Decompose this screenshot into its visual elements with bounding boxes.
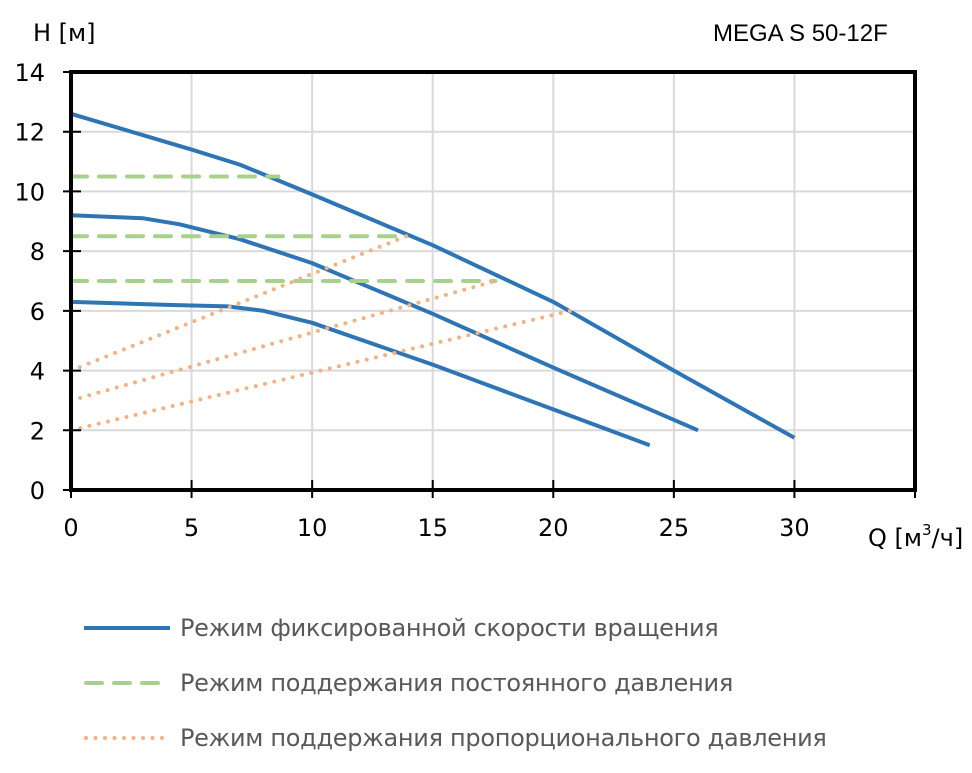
- legend-swatch-dotted-line-icon: [84, 735, 170, 740]
- x-axis-label-prefix: Q [м: [868, 524, 922, 552]
- x-tick-label: 15: [417, 514, 448, 542]
- legend: Режим фиксированной скорости вращения Ре…: [84, 600, 827, 765]
- y-tick-label: 14: [14, 59, 45, 87]
- axes: [63, 70, 917, 498]
- x-axis-label: Q [м3/ч]: [868, 521, 964, 552]
- y-tick-label: 4: [30, 358, 45, 386]
- legend-label: Режим фиксированной скорости вращения: [180, 613, 719, 642]
- series-line-proportional-pressure: [69, 234, 409, 373]
- x-tick-label: 25: [659, 514, 690, 542]
- legend-item-fixed-speed: Режим фиксированной скорости вращения: [84, 600, 827, 655]
- x-tick-label: 0: [63, 514, 78, 542]
- x-tick-label: 20: [538, 514, 569, 542]
- y-tick-label: 0: [30, 477, 45, 505]
- tick-labels: 0 5 10 15 20 25 30 0 2 4 6 8 10 12 14: [14, 59, 809, 542]
- legend-label: Режим поддержания постоянного давления: [180, 668, 733, 697]
- x-axis-label-sup: 3: [922, 521, 932, 539]
- series-line-fixed-speed: [70, 213, 699, 433]
- x-tick-label: 30: [779, 514, 810, 542]
- data-series: [69, 111, 796, 448]
- series-line-fixed-speed: [70, 111, 796, 440]
- series-line-proportional-pressure: [69, 308, 573, 433]
- x-axis-label-suffix: /ч]: [931, 524, 964, 552]
- y-axis-label: H [м]: [33, 19, 96, 47]
- series-line-fixed-speed: [70, 299, 651, 448]
- y-tick-label: 10: [14, 178, 45, 206]
- plot-frame: [69, 70, 917, 492]
- y-tick-label: 2: [30, 417, 45, 445]
- y-tick-label: 6: [30, 298, 45, 326]
- legend-item-constant-pressure: Режим поддержания постоянного давления: [84, 655, 827, 710]
- x-tick-label: 5: [184, 514, 199, 542]
- legend-item-proportional-pressure: Режим поддержания пропорционального давл…: [84, 710, 827, 765]
- y-tick-label: 8: [30, 238, 45, 266]
- grid-lines: [71, 72, 915, 490]
- chart-title: MEGA S 50-12F: [713, 20, 888, 47]
- legend-swatch-dashed-line-icon: [84, 680, 170, 685]
- legend-label: Режим поддержания пропорционального давл…: [180, 723, 827, 752]
- legend-swatch-solid-line-icon: [84, 625, 170, 630]
- series-line-proportional-pressure: [69, 279, 498, 403]
- x-tick-label: 10: [297, 514, 328, 542]
- y-tick-label: 12: [14, 119, 45, 147]
